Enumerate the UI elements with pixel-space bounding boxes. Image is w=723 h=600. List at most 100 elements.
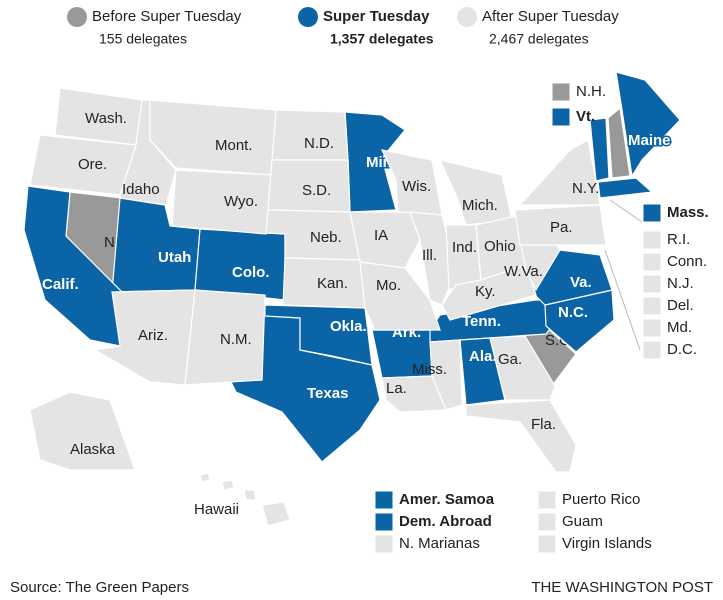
state-shape [429, 339, 463, 411]
legend-box [537, 534, 557, 554]
legend-box [642, 203, 662, 223]
legend-swatch [457, 7, 477, 27]
state-label: Fla. [531, 416, 556, 433]
state-label: Maine [628, 132, 671, 149]
state-shape [597, 177, 654, 199]
state-label: Ohio [484, 238, 516, 255]
box-label: R.I. [667, 231, 690, 248]
state-shape [264, 304, 373, 366]
state-shape [149, 99, 277, 176]
legend-swatch [67, 7, 87, 27]
leader-line [609, 199, 643, 223]
state-shape [514, 204, 607, 246]
state-shape [518, 139, 601, 206]
state-shape [199, 472, 291, 527]
box-label: Puerto Rico [562, 491, 640, 508]
state-shape [489, 335, 556, 401]
legend-box [642, 230, 662, 250]
credit: THE WASHINGTON POST [531, 579, 713, 596]
state-label: Idaho [122, 181, 160, 198]
state-label: Ore. [78, 156, 107, 173]
state-label: Kan. [317, 275, 348, 292]
state-label: N.Y. [572, 180, 599, 197]
legend-label: Before Super Tuesday [92, 8, 242, 25]
box-label: N.H. [576, 83, 606, 100]
legend-box [374, 490, 394, 510]
state-label: IA [374, 227, 388, 244]
box-label: D.C. [667, 341, 697, 358]
state-shape [381, 375, 447, 413]
state-label: Mo. [376, 277, 401, 294]
legend-box [642, 340, 662, 360]
box-label: Dem. Abroad [399, 513, 492, 530]
state-label: Alaska [70, 441, 116, 458]
state-label: Va. [570, 274, 592, 291]
state-shape [171, 169, 273, 235]
legend-box [642, 296, 662, 316]
state-label: N.C. [558, 304, 588, 321]
legend-box [642, 318, 662, 338]
state-label: La. [386, 380, 407, 397]
box-label: Guam [562, 513, 603, 530]
state-label: Wyo. [224, 193, 258, 210]
legend-label: Super Tuesday [323, 8, 430, 25]
state-shape [184, 289, 266, 386]
state-shape [589, 117, 610, 182]
state-label: Neb. [310, 229, 342, 246]
legend-box [642, 274, 662, 294]
state-label: Mich. [462, 197, 498, 214]
state-label: Miss. [412, 361, 447, 378]
state-label: Texas [307, 385, 348, 402]
state-shape [29, 391, 136, 471]
state-label: Mont. [215, 137, 253, 154]
state-label: Hawaii [194, 501, 239, 518]
box-label: Amer. Samoa [399, 491, 495, 508]
legend-box [374, 534, 394, 554]
legend-swatch [298, 7, 318, 27]
state-label: Colo. [232, 264, 270, 281]
state-label: Okla. [330, 318, 367, 335]
box-label: Del. [667, 297, 694, 314]
legend-delegates: 1,357 delegates [330, 31, 434, 47]
legend-label: After Super Tuesday [482, 8, 619, 25]
box-label: N. Marianas [399, 535, 480, 552]
state-label: Utah [158, 249, 191, 266]
state-label: Ind. [452, 239, 477, 256]
state-shape [438, 159, 513, 226]
state-shape [465, 399, 577, 473]
state-shape [445, 224, 482, 291]
state-label: Calif. [42, 276, 79, 293]
legend-box [537, 512, 557, 532]
box-label: Vt. [576, 108, 595, 125]
state-label: Pa. [550, 219, 573, 236]
source: Source: The Green Papers [10, 579, 189, 596]
state-label: W.Va. [504, 263, 543, 280]
state-label: Wash. [85, 110, 127, 127]
box-label: N.J. [667, 275, 694, 292]
state-label: S.D. [302, 182, 331, 199]
state-label: Ill. [422, 247, 437, 264]
state-shape [615, 71, 681, 178]
state-label: Ky. [475, 283, 496, 300]
state-label: N.M. [220, 331, 252, 348]
legend-box [537, 490, 557, 510]
state-label: Ga. [498, 351, 522, 368]
leader-line [604, 249, 641, 351]
legend-box [551, 107, 571, 127]
legend-delegates: 2,467 delegates [489, 31, 589, 47]
legend-delegates: 155 delegates [99, 31, 187, 47]
box-label: Virgin Islands [562, 535, 652, 552]
state-shape [607, 106, 631, 179]
legend-box [642, 252, 662, 272]
box-label: Conn. [667, 253, 707, 270]
box-label: Md. [667, 319, 692, 336]
legend-box [551, 82, 571, 102]
state-label: Ala. [469, 348, 497, 365]
state-shape [359, 261, 441, 331]
state-label: N.D. [304, 135, 334, 152]
legend-box [374, 512, 394, 532]
box-label: Mass. [667, 204, 709, 221]
state-label: Ariz. [138, 327, 168, 344]
state-label: Wis. [402, 178, 431, 195]
